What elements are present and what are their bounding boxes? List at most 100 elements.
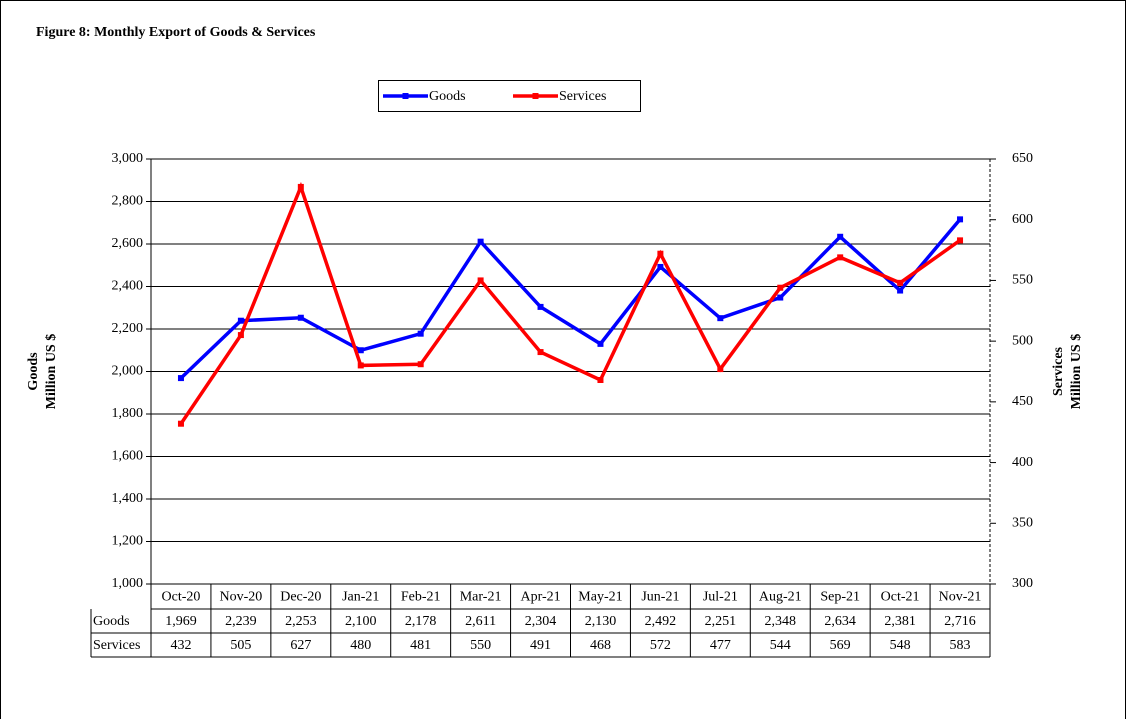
x-tick-label: May-21 — [578, 590, 622, 605]
table-cell: 2,381 — [884, 614, 916, 629]
y2-tick-label: 400 — [1012, 455, 1033, 470]
point — [597, 377, 604, 383]
series-line — [179, 218, 962, 380]
point — [897, 287, 904, 294]
point — [297, 314, 304, 321]
table-cell: 491 — [530, 638, 551, 653]
y2-tick-label: 550 — [1012, 273, 1033, 288]
table-cell: 569 — [830, 638, 851, 653]
x-tick-label: Apr-21 — [520, 590, 560, 605]
legend-label: Services — [559, 89, 606, 104]
table-cell: 548 — [890, 638, 911, 653]
y2-axis-title: Services — [1051, 346, 1066, 396]
table-cell: 583 — [950, 638, 971, 653]
y-axis-title: Goods — [26, 352, 41, 391]
point — [177, 420, 184, 427]
x-tick-label: Oct-21 — [881, 590, 920, 605]
x-tick-label: Feb-21 — [401, 590, 441, 605]
x-tick-label: Aug-21 — [759, 590, 802, 605]
table-row-label: Services — [93, 638, 140, 653]
point — [537, 303, 544, 310]
y-tick-label: 1,000 — [112, 576, 144, 591]
point — [837, 254, 844, 261]
y-tick-label: 1,800 — [112, 406, 144, 421]
y2-tick-label: 650 — [1012, 151, 1033, 166]
y2-axis-title: Million US $ — [1069, 334, 1084, 409]
x-tick-label: Sep-21 — [820, 590, 860, 605]
point — [777, 294, 784, 301]
point — [417, 330, 424, 337]
point — [777, 284, 784, 291]
y-tick-label: 2,800 — [112, 194, 144, 209]
point — [837, 233, 844, 240]
table-cell: 481 — [410, 638, 431, 653]
y-tick-label: 2,000 — [112, 364, 144, 379]
table-cell: 432 — [170, 638, 191, 653]
point — [537, 349, 544, 356]
table-cell: 2,611 — [465, 614, 496, 629]
point — [357, 347, 364, 354]
point — [297, 183, 304, 190]
chart-title: Figure 8: Monthly Export of Goods & Serv… — [36, 25, 316, 40]
point — [177, 375, 184, 382]
legend-marker — [402, 93, 409, 99]
y2-tick-label: 600 — [1012, 212, 1033, 227]
legend-label: Goods — [429, 89, 466, 104]
y-tick-label: 2,200 — [112, 321, 144, 336]
table-cell: 505 — [230, 638, 251, 653]
y-tick-label: 3,000 — [112, 151, 144, 166]
y2-tick-label: 450 — [1012, 394, 1033, 409]
y-axis-title: Million US $ — [44, 334, 59, 409]
point — [477, 238, 484, 245]
point — [657, 250, 664, 257]
table-cell: 2,348 — [765, 614, 797, 629]
point — [717, 366, 724, 373]
y-tick-label: 1,400 — [112, 491, 144, 506]
table-cell: 2,239 — [225, 614, 257, 629]
table-cell: 550 — [470, 638, 491, 653]
x-tick-label: Jul-21 — [703, 590, 738, 605]
point — [357, 362, 364, 369]
table-cell: 2,253 — [285, 614, 317, 629]
x-tick-label: Mar-21 — [460, 590, 502, 605]
table-cell: 2,100 — [345, 614, 377, 629]
point — [237, 317, 244, 324]
x-tick-label: Jun-21 — [641, 590, 679, 605]
point — [717, 315, 724, 322]
point — [417, 361, 424, 368]
y-tick-label: 1,600 — [112, 449, 144, 464]
table-cell: 2,716 — [944, 614, 976, 629]
table-cell: 2,178 — [405, 614, 437, 629]
table-cell: 544 — [770, 638, 791, 653]
table-cell: 627 — [290, 638, 311, 653]
table-cell: 2,251 — [705, 614, 737, 629]
point — [897, 279, 904, 286]
point — [957, 237, 964, 244]
y2-tick-label: 350 — [1012, 516, 1033, 531]
table-cell: 2,130 — [585, 614, 617, 629]
x-tick-label: Nov-20 — [220, 590, 263, 605]
legend-marker — [532, 93, 539, 99]
table-cell: 2,304 — [525, 614, 557, 629]
table-cell: 572 — [650, 638, 671, 653]
series-line — [179, 181, 962, 425]
point — [657, 263, 664, 270]
legend-box — [378, 80, 641, 112]
table-cell: 480 — [350, 638, 371, 653]
table-row-label: Goods — [93, 614, 130, 629]
table-cell: 477 — [710, 638, 731, 653]
x-tick-label: Oct-20 — [162, 590, 201, 605]
y-tick-label: 2,400 — [112, 279, 144, 294]
point — [957, 216, 964, 223]
y-tick-label: 1,200 — [112, 534, 144, 549]
point — [237, 332, 244, 339]
x-tick-label: Nov-21 — [939, 590, 982, 605]
point — [477, 277, 484, 284]
y2-tick-label: 300 — [1012, 576, 1033, 591]
y2-tick-label: 500 — [1012, 333, 1033, 348]
y-tick-label: 2,600 — [112, 236, 144, 251]
table-cell: 468 — [590, 638, 611, 653]
point — [597, 340, 604, 347]
